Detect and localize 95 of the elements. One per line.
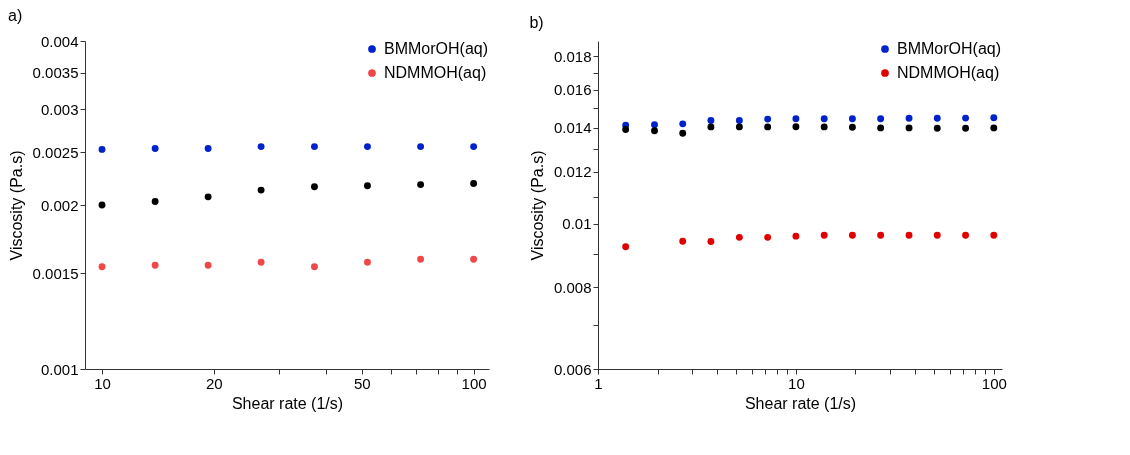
point xyxy=(651,127,658,135)
point xyxy=(933,114,941,122)
point xyxy=(735,233,743,241)
point xyxy=(877,124,885,132)
point xyxy=(622,126,630,133)
point xyxy=(98,201,106,209)
x-tick-label: 100 xyxy=(461,374,487,392)
point xyxy=(792,123,800,131)
point xyxy=(905,124,913,132)
x-tick-label: 100 xyxy=(981,374,1007,392)
point xyxy=(310,143,318,151)
y-tick-label: 0.012 xyxy=(553,163,592,181)
x-tick-label: 1 xyxy=(594,374,603,392)
x-tick-label: 10 xyxy=(94,374,111,392)
point xyxy=(990,231,998,239)
y-tick-label: 0.014 xyxy=(553,119,592,137)
chart-title: a) xyxy=(8,7,23,24)
y-tick-label: 0.003 xyxy=(40,100,79,118)
point xyxy=(257,258,265,266)
x-tick-label: 20 xyxy=(206,374,223,392)
chart-title: b) xyxy=(529,14,544,31)
y-tick-label: 0.0015 xyxy=(32,264,79,282)
y-tick-label: 0.008 xyxy=(553,278,592,296)
point xyxy=(204,193,212,201)
point xyxy=(151,198,159,205)
x-tick-label: 10 xyxy=(788,374,805,392)
point xyxy=(820,115,828,123)
y-tick-label: 0.004 xyxy=(40,32,79,50)
point xyxy=(877,231,885,239)
point xyxy=(470,143,478,151)
point xyxy=(905,231,913,239)
point xyxy=(820,231,828,239)
point xyxy=(363,182,371,190)
y-tick-label: 0.0025 xyxy=(32,143,79,161)
point xyxy=(990,114,998,122)
y-tick-label: 0.016 xyxy=(553,81,592,99)
point xyxy=(735,117,743,124)
point xyxy=(310,183,318,191)
point xyxy=(417,255,425,263)
point xyxy=(792,115,800,123)
legend-label: NDMMOH(aq) xyxy=(897,64,1000,81)
point xyxy=(764,233,772,241)
y-tick-label: 0.006 xyxy=(553,360,592,378)
point xyxy=(417,181,425,189)
point xyxy=(470,255,478,263)
y-tick-label: 0.01 xyxy=(562,215,592,233)
x-tick-label: 50 xyxy=(353,374,371,392)
point xyxy=(622,243,630,251)
point xyxy=(764,115,772,123)
y-axis-title: Viscosity (Pa.s) xyxy=(7,150,25,261)
y-tick-label: 0.002 xyxy=(40,196,79,214)
point xyxy=(735,123,743,131)
point xyxy=(257,143,265,151)
point xyxy=(962,114,970,122)
point xyxy=(962,231,970,239)
point xyxy=(848,115,856,123)
point xyxy=(820,123,828,131)
y-tick-label: 0.0035 xyxy=(32,64,79,82)
point xyxy=(204,261,212,269)
point xyxy=(257,186,265,194)
point xyxy=(363,258,371,266)
point xyxy=(98,145,106,153)
point xyxy=(679,129,687,137)
point xyxy=(679,120,687,128)
point xyxy=(679,237,687,245)
point xyxy=(310,263,318,271)
point xyxy=(707,123,715,131)
point xyxy=(707,238,715,246)
point xyxy=(470,180,478,187)
legend-label: NDMMOH(aq) xyxy=(384,64,487,81)
y-tick-label: 0.018 xyxy=(553,47,592,65)
point xyxy=(990,124,998,132)
x-axis-title: Shear rate (1/s) xyxy=(744,394,857,412)
point xyxy=(764,123,772,131)
y-axis-title: Viscosity (Pa.s) xyxy=(528,150,546,261)
point xyxy=(204,144,212,152)
point xyxy=(848,123,856,131)
legend-label: BMMorOH(aq) xyxy=(384,40,489,57)
point xyxy=(98,263,106,271)
point xyxy=(707,117,715,124)
point xyxy=(792,232,800,240)
point xyxy=(905,114,913,122)
point xyxy=(417,143,425,151)
point xyxy=(933,231,941,239)
y-tick-label: 0.001 xyxy=(40,360,79,378)
point xyxy=(877,115,885,123)
point xyxy=(151,144,159,152)
x-axis-title: Shear rate (1/s) xyxy=(231,394,344,412)
point xyxy=(363,143,371,151)
legend-label: BMMorOH(aq) xyxy=(897,40,1002,57)
point xyxy=(651,121,658,129)
point xyxy=(933,124,941,132)
point xyxy=(962,124,970,132)
point xyxy=(151,261,159,269)
point xyxy=(848,231,856,239)
